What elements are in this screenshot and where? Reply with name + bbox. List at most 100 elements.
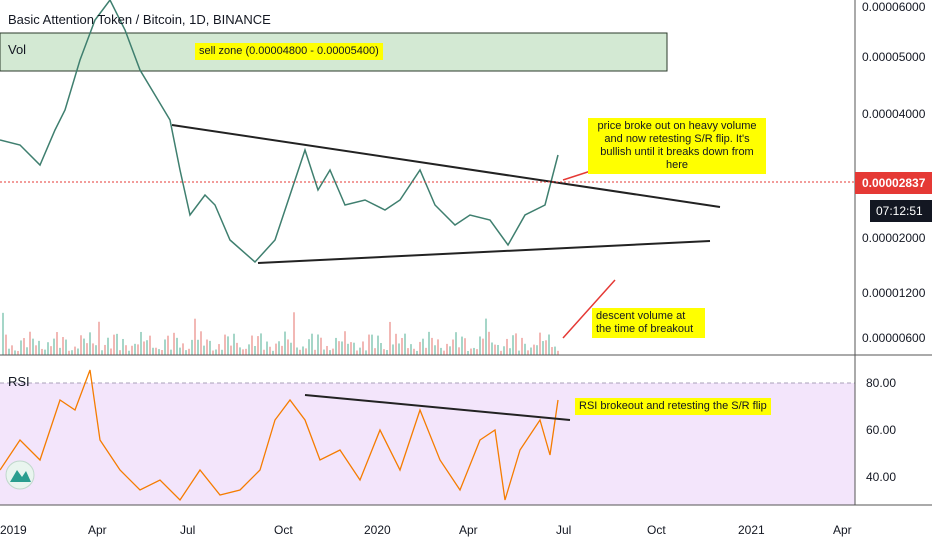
volume-bar <box>230 345 232 355</box>
volume-bar <box>515 333 517 355</box>
volume-bar <box>296 347 298 355</box>
volume-bar <box>110 348 112 355</box>
volume-bar <box>47 342 49 355</box>
logo-mark <box>10 470 31 482</box>
volume-bar <box>389 321 391 355</box>
volume-bar <box>158 349 160 355</box>
volume-bar <box>488 331 490 355</box>
trendline <box>257 240 711 264</box>
rsi-axis-label: 60.00 <box>866 423 897 437</box>
volume-bar <box>326 345 328 355</box>
volume-bar <box>299 349 301 355</box>
volume-bar <box>506 338 508 355</box>
volume-bar <box>269 346 271 355</box>
volume-bar <box>245 348 247 355</box>
volume-bar <box>395 333 397 355</box>
volume-bar <box>176 337 178 355</box>
volume-bar <box>8 348 10 355</box>
volume-bar <box>329 350 331 355</box>
volume-bar <box>38 340 40 355</box>
volume-bar <box>302 346 304 355</box>
volume-bar <box>239 347 241 355</box>
time-axis-label: 2020 <box>364 523 391 537</box>
volume-bar <box>290 342 292 355</box>
volume-bar <box>368 334 370 355</box>
time-axis-label: Jul <box>180 523 196 537</box>
volume-bar <box>281 345 283 355</box>
volume-bar <box>14 350 16 355</box>
volume-bar <box>434 345 436 355</box>
countdown: 07:12:51 <box>876 204 923 218</box>
pane-label: Vol <box>8 42 27 57</box>
volume-bar <box>77 348 79 355</box>
volume-bar <box>404 333 406 355</box>
volume-bar <box>335 337 337 355</box>
volume-bar <box>149 335 151 355</box>
volume-bar <box>17 350 19 355</box>
volume-bar <box>464 338 466 355</box>
countdown-bg <box>870 200 932 222</box>
volume-bar <box>272 350 274 355</box>
volume-bar <box>356 350 358 355</box>
volume-bar <box>212 350 214 355</box>
time-axis-label: Apr <box>88 523 107 537</box>
volume-bar <box>128 350 130 355</box>
rsi-axis-label: 40.00 <box>866 470 897 484</box>
volume-bar <box>521 337 523 355</box>
volume-bar <box>59 347 61 355</box>
volume-bar <box>557 350 559 355</box>
time-axis-label: Jul <box>556 523 572 537</box>
volume-bar <box>551 347 553 355</box>
volume-bar <box>452 339 454 355</box>
price-axis-label: 0.00000600 <box>862 331 926 345</box>
time-axis-label: Oct <box>274 523 293 537</box>
volume-bars <box>2 312 559 355</box>
price-tag-bg <box>855 172 932 194</box>
volume-bar <box>476 349 478 355</box>
volume-bar <box>386 350 388 355</box>
volume-bar <box>26 347 28 355</box>
volume-bar <box>116 333 118 355</box>
volume-bar <box>32 338 34 355</box>
price-tag: 0.00002837 <box>862 176 926 190</box>
volume-bar <box>50 346 52 355</box>
volume-bar <box>248 344 250 355</box>
volume-bar <box>251 335 253 355</box>
volume-bar <box>227 336 229 355</box>
volume-bar <box>185 350 187 355</box>
volume-bar <box>20 340 22 355</box>
volume-bar <box>536 345 538 355</box>
volume-bar <box>266 341 268 355</box>
volume-bar <box>188 348 190 355</box>
volume-bar <box>179 347 181 355</box>
volume-bar <box>455 332 457 355</box>
volume-bar <box>293 312 295 355</box>
volume-bar <box>182 343 184 355</box>
volume-bar <box>398 343 400 355</box>
volume-bar <box>236 342 238 355</box>
volume-bar <box>209 340 211 355</box>
volume-bar <box>104 344 106 355</box>
volume-bar <box>218 344 220 355</box>
volume-bar <box>224 334 226 355</box>
price-axis-label: 0.00004000 <box>862 107 926 121</box>
volume-bar <box>197 339 199 355</box>
volume-bar <box>86 343 88 355</box>
price-axis-label: 0.00001200 <box>862 286 926 300</box>
volume-bar <box>68 350 70 355</box>
volume-bar <box>53 338 55 355</box>
volume-bar <box>383 349 385 355</box>
volume-bar <box>512 335 514 355</box>
volume-bar <box>518 350 520 355</box>
volume-bar <box>35 345 37 355</box>
trendline <box>171 124 721 208</box>
arrow <box>562 279 616 339</box>
annotation: price broke out on heavy volume and now … <box>588 118 766 174</box>
time-axis-label: Apr <box>833 523 852 537</box>
volume-bar <box>233 333 235 355</box>
volume-bar <box>143 341 145 355</box>
volume-bar <box>458 347 460 355</box>
volume-bar <box>380 342 382 355</box>
volume-bar <box>485 318 487 355</box>
